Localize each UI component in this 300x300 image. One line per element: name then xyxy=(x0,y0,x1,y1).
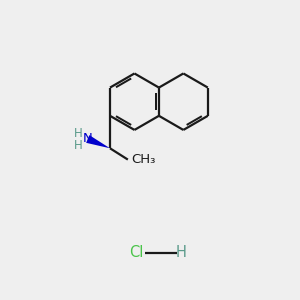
Text: CH₃: CH₃ xyxy=(131,153,156,166)
Text: N: N xyxy=(83,133,93,146)
Text: H: H xyxy=(74,139,82,152)
Text: H: H xyxy=(74,127,82,140)
Text: Cl: Cl xyxy=(129,245,144,260)
Polygon shape xyxy=(86,135,110,148)
Text: H: H xyxy=(176,245,187,260)
